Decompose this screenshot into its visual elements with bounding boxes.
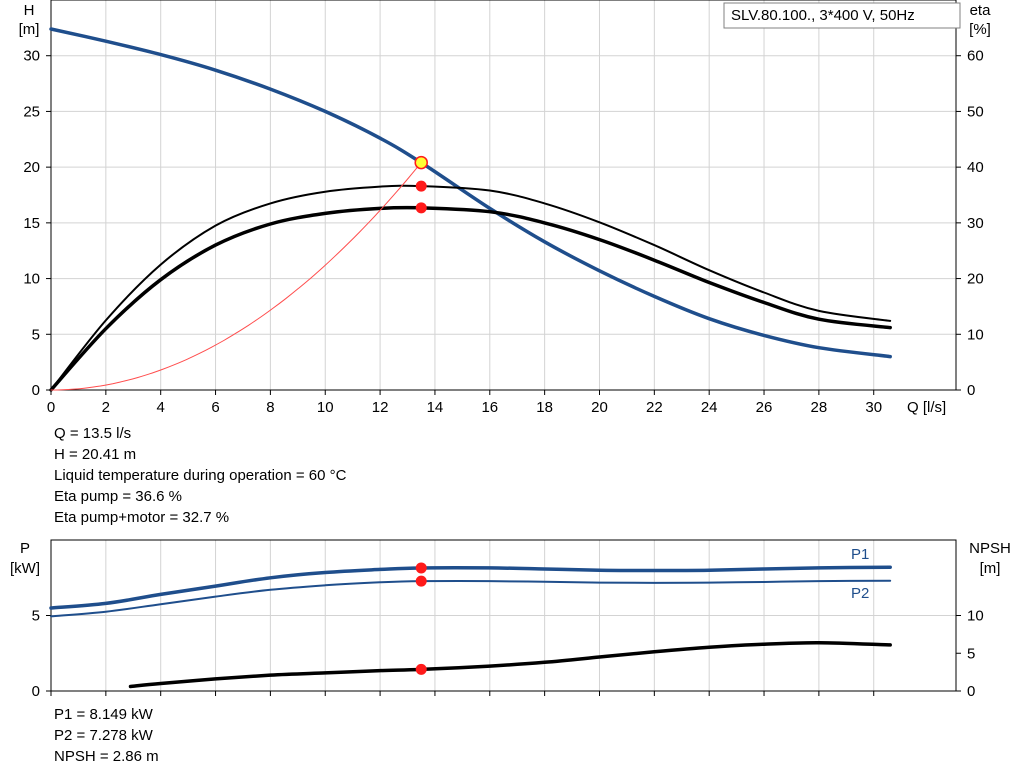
top-x-tick-label: 6	[211, 399, 219, 416]
bottom-right-tick-label: 5	[967, 645, 975, 662]
bottom-left-tick-label: 0	[32, 683, 40, 700]
power-info: P1 = 8.149 kW P2 = 7.278 kW NPSH = 2.86 …	[54, 704, 159, 767]
bottom-right-axis-unit: [m]	[980, 560, 1001, 577]
info-eta-pump: Eta pump = 36.6 %	[54, 488, 182, 505]
top-right-tick-label: 50	[967, 103, 984, 120]
top-x-tick-label: 22	[646, 399, 663, 416]
bottom-left-axis-unit: [kW]	[10, 560, 40, 577]
top-left-axis-unit: [m]	[19, 21, 40, 38]
top-x-tick-label: 2	[102, 399, 110, 416]
title-text: SLV.80.100., 3*400 V, 50Hz	[731, 7, 915, 24]
info-head: H = 20.41 m	[54, 446, 137, 463]
p1-series-label: P1	[851, 546, 869, 563]
top-series-h	[49, 27, 892, 359]
top-x-tick-label: 24	[701, 399, 718, 416]
bottom-series-p2	[50, 579, 892, 618]
top-operating-point-marker	[415, 202, 427, 214]
top-right-tick-label: 40	[967, 159, 984, 176]
top-left-axis-label: H	[24, 2, 35, 19]
top-x-tick-label: 4	[157, 399, 165, 416]
operating-point-info: Q = 13.5 l/s H = 20.41 m Liquid temperat…	[54, 423, 346, 528]
top-right-tick-label: 60	[967, 48, 984, 65]
bottom-right-axis-label: NPSH	[969, 540, 1011, 557]
top-left-tick-label: 20	[23, 159, 40, 176]
top-x-tick-label: 14	[427, 399, 444, 416]
top-series-system	[50, 162, 422, 391]
x-axis-label: Q [l/s]	[907, 399, 946, 416]
bottom-operating-point-marker	[415, 562, 427, 574]
top-duty-point-marker	[414, 155, 428, 170]
bottom-right-tick-label: 0	[967, 683, 975, 700]
top-x-tick-label: 8	[266, 399, 274, 416]
top-right-axis-label: eta	[970, 2, 992, 19]
bottom-operating-point-marker	[415, 575, 427, 587]
top-right-tick-label: 20	[967, 271, 984, 288]
top-right-tick-label: 10	[967, 326, 984, 343]
info-liquid-temp: Liquid temperature during operation = 60…	[54, 467, 347, 484]
top-left-tick-label: 0	[32, 382, 40, 399]
top-series-eta-pump	[50, 184, 892, 391]
top-plot-frame	[50, 0, 957, 391]
top-x-tick-label: 10	[317, 399, 334, 416]
top-left-tick-label: 30	[23, 48, 40, 65]
info-p1: P1 = 8.149 kW	[54, 706, 153, 723]
bottom-left-tick-label: 5	[32, 608, 40, 625]
top-right-axis-unit: [%]	[969, 21, 991, 38]
bottom-series-npsh	[128, 640, 892, 689]
top-series-eta-pump-motor	[49, 205, 892, 392]
info-flow: Q = 13.5 l/s	[54, 425, 132, 442]
top-x-tick-label: 30	[865, 399, 882, 416]
info-eta-pump-motor: Eta pump+motor = 32.7 %	[54, 509, 230, 526]
top-operating-point-marker	[415, 180, 427, 192]
bottom-operating-point-marker	[415, 663, 427, 675]
top-right-tick-label: 30	[967, 215, 984, 232]
top-left-tick-label: 25	[23, 103, 40, 120]
top-x-tick-label: 26	[756, 399, 773, 416]
title-box	[723, 2, 961, 29]
top-left-tick-label: 10	[23, 271, 40, 288]
top-left-tick-label: 5	[32, 326, 40, 343]
info-p2: P2 = 7.278 kW	[54, 727, 153, 744]
bottom-right-tick-label: 10	[967, 608, 984, 625]
top-left-tick-label: 15	[23, 215, 40, 232]
top-x-tick-label: 20	[591, 399, 608, 416]
top-right-tick-label: 0	[967, 382, 975, 399]
bottom-series-p1	[49, 565, 892, 610]
top-x-tick-label: 18	[536, 399, 553, 416]
top-x-tick-label: 16	[481, 399, 498, 416]
bottom-left-axis-label: P	[20, 540, 30, 557]
top-x-tick-label: 12	[372, 399, 389, 416]
p2-series-label: P2	[851, 585, 869, 602]
top-x-tick-label: 28	[811, 399, 828, 416]
top-x-tick-label: 0	[47, 399, 55, 416]
info-npsh: NPSH = 2.86 m	[54, 748, 159, 765]
bottom-chart: 0 5 0 5 10	[32, 539, 984, 700]
